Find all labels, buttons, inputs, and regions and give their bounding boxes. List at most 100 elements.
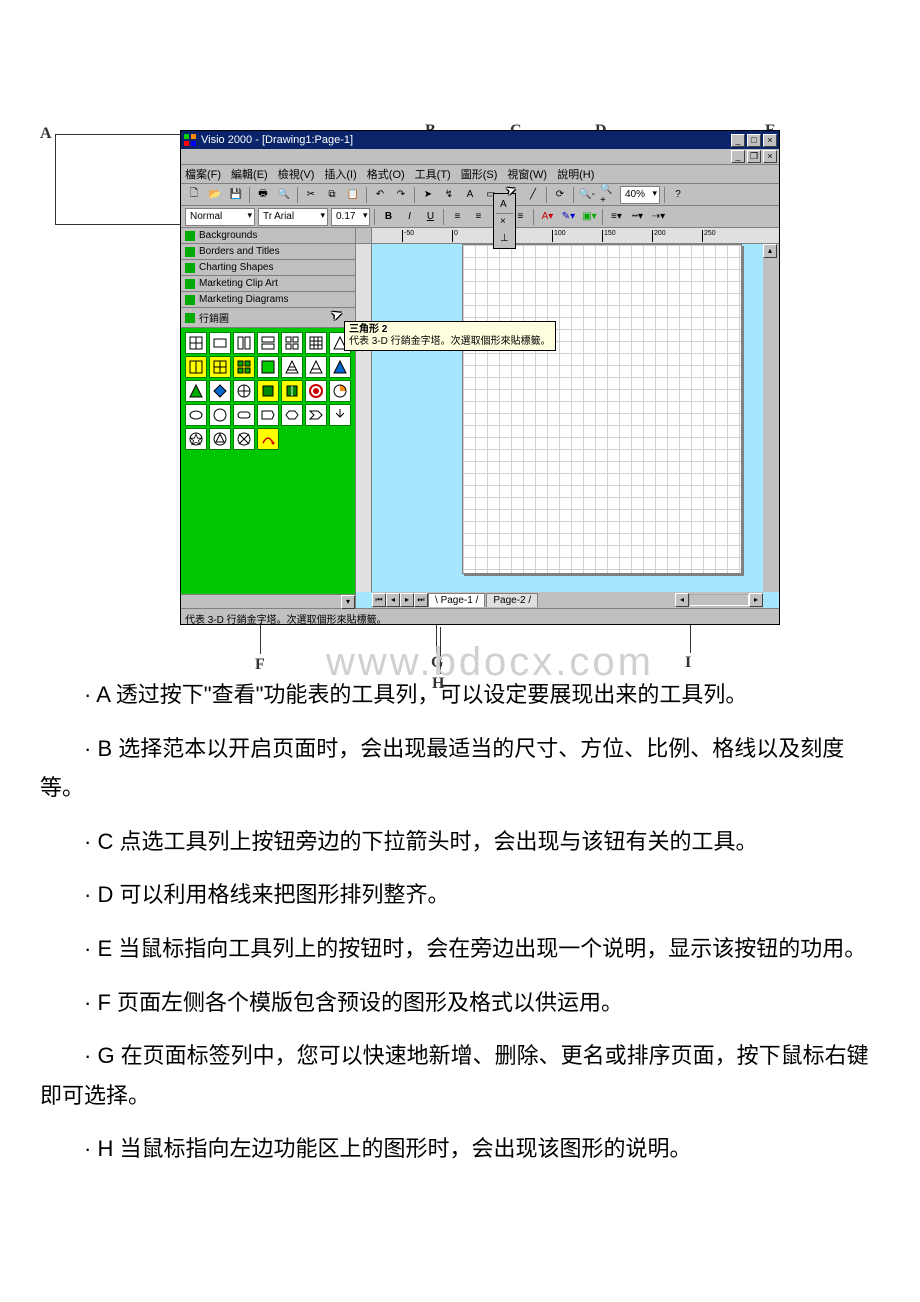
new-button[interactable]: 🗋 [185, 186, 203, 204]
redo-button[interactable]: ↷ [392, 186, 410, 204]
paste-button[interactable]: 📋 [344, 186, 362, 204]
menu-tools[interactable]: 工具(T) [415, 166, 451, 182]
cut-button[interactable]: ✂ [302, 186, 320, 204]
shape-item[interactable] [281, 332, 303, 354]
font-size-dropdown[interactable]: 0.17 [331, 208, 370, 226]
line-tool-button[interactable]: ╱ [524, 186, 542, 204]
fill-color-button[interactable]: ▣▾ [580, 208, 598, 226]
stencil-header[interactable]: Marketing Clip Art [181, 276, 355, 292]
pointer-tool-button[interactable]: ➤ [419, 186, 437, 204]
stencil-header[interactable]: Backgrounds [181, 228, 355, 244]
stencil-header[interactable]: Charting Shapes [181, 260, 355, 276]
copy-button[interactable]: ⧉ [323, 186, 341, 204]
dropdown-item[interactable]: A [496, 196, 513, 212]
shape-item[interactable] [209, 356, 231, 378]
mdi-minimize-button[interactable]: _ [731, 150, 745, 163]
shape-item[interactable] [209, 404, 231, 426]
menu-window[interactable]: 視窗(W) [507, 166, 547, 182]
help-button[interactable]: ? [669, 186, 687, 204]
zoom-in-button[interactable]: 🔍+ [599, 186, 617, 204]
mdi-close-button[interactable]: × [763, 150, 777, 163]
shape-item[interactable] [185, 428, 207, 450]
shape-item[interactable] [185, 404, 207, 426]
scroll-left[interactable]: ◂ [675, 593, 689, 607]
line-weight-button[interactable]: ≡▾ [607, 208, 625, 226]
font-dropdown[interactable]: TrArial [258, 208, 328, 226]
menu-file[interactable]: 檔案(F) [185, 166, 221, 182]
shape-item[interactable] [209, 428, 231, 450]
line-pattern-button[interactable]: ┅▾ [628, 208, 646, 226]
page-tab[interactable]: \ Page-1 / [428, 593, 485, 607]
shape-item[interactable] [329, 380, 351, 402]
tab-nav-first[interactable]: ⏮ [372, 593, 386, 607]
shape-item[interactable] [257, 428, 279, 450]
shape-item[interactable] [329, 404, 351, 426]
menu-shape[interactable]: 圖形(S) [461, 166, 498, 182]
canvas[interactable] [372, 244, 763, 592]
open-button[interactable]: 📂 [206, 186, 224, 204]
shape-item[interactable] [185, 356, 207, 378]
underline-button[interactable]: U [421, 208, 439, 226]
tool-dropdown-popup[interactable]: A × ⊥ [493, 193, 516, 249]
shape-item[interactable] [257, 380, 279, 402]
shape-item[interactable] [233, 428, 255, 450]
shape-item[interactable] [305, 356, 327, 378]
dropdown-item[interactable]: × [496, 213, 513, 229]
menu-view[interactable]: 檢視(V) [278, 166, 315, 182]
shape-item[interactable] [233, 356, 255, 378]
line-color-button[interactable]: ✎▾ [559, 208, 577, 226]
font-color-button[interactable]: A▾ [538, 208, 556, 226]
shape-item[interactable] [305, 332, 327, 354]
minimize-button[interactable]: _ [731, 134, 745, 147]
shape-item[interactable] [281, 404, 303, 426]
print-button[interactable]: 🖶 [254, 186, 272, 204]
save-button[interactable]: 💾 [227, 186, 245, 204]
tab-nav-next[interactable]: ▸ [400, 593, 414, 607]
rotate-tool-button[interactable]: ⟳ [551, 186, 569, 204]
zoom-dropdown[interactable]: 40% [620, 186, 660, 204]
vertical-scrollbar[interactable]: ▴ [763, 244, 779, 592]
shape-item[interactable] [257, 404, 279, 426]
dropdown-item[interactable]: ⊥ [496, 230, 513, 246]
mdi-restore-button[interactable]: ❐ [747, 150, 761, 163]
tab-nav-prev[interactable]: ◂ [386, 593, 400, 607]
menu-edit[interactable]: 編輯(E) [231, 166, 268, 182]
zoom-out-button[interactable]: 🔍- [578, 186, 596, 204]
shape-item[interactable] [233, 404, 255, 426]
shape-item[interactable] [257, 356, 279, 378]
close-button[interactable]: × [763, 134, 777, 147]
line-ends-button[interactable]: ⇢▾ [649, 208, 667, 226]
align-center-button[interactable]: ≡ [469, 208, 487, 226]
shape-item[interactable] [209, 332, 231, 354]
shape-item[interactable] [281, 380, 303, 402]
shape-item[interactable] [233, 332, 255, 354]
shape-item[interactable] [185, 332, 207, 354]
shape-item[interactable] [185, 380, 207, 402]
shape-item[interactable] [257, 332, 279, 354]
shape-item[interactable] [329, 356, 351, 378]
style-dropdown[interactable]: Normal [185, 208, 255, 226]
shape-item[interactable] [305, 404, 327, 426]
page-tab[interactable]: Page-2 / [486, 593, 538, 607]
align-left-button[interactable]: ≡ [448, 208, 466, 226]
scroll-right[interactable]: ▸ [749, 593, 763, 607]
bold-button[interactable]: B [379, 208, 397, 226]
shape-item[interactable] [209, 380, 231, 402]
menu-insert[interactable]: 插入(I) [324, 166, 356, 182]
tab-nav-last[interactable]: ⏭ [414, 593, 428, 607]
preview-button[interactable]: 🔍 [275, 186, 293, 204]
stencil-header[interactable]: Borders and Titles [181, 244, 355, 260]
drawing-page[interactable] [462, 244, 742, 574]
titlebar[interactable]: Visio 2000 - [Drawing1:Page-1] _ □ × [181, 131, 779, 149]
undo-button[interactable]: ↶ [371, 186, 389, 204]
shape-item[interactable] [305, 380, 327, 402]
menu-help[interactable]: 說明(H) [557, 166, 594, 182]
text-tool-button[interactable]: A [461, 186, 479, 204]
connector-tool-button[interactable]: ↯ [440, 186, 458, 204]
menu-format[interactable]: 格式(O) [367, 166, 405, 182]
stencil-scroll-btn[interactable]: ▾ [341, 595, 355, 609]
shape-item[interactable] [281, 356, 303, 378]
italic-button[interactable]: I [400, 208, 418, 226]
stencil-header[interactable]: Marketing Diagrams [181, 292, 355, 308]
shape-item[interactable] [233, 380, 255, 402]
